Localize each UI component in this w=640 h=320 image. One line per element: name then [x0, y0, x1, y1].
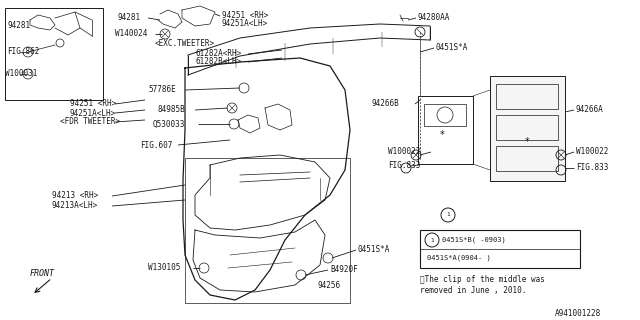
Text: 61282B<LH>: 61282B<LH> [196, 58, 243, 67]
Text: A941001228: A941001228 [555, 308, 601, 317]
Bar [490, 76, 565, 181]
Text: 94251A<LH>: 94251A<LH> [222, 20, 268, 28]
Text: 94213 <RH>: 94213 <RH> [52, 191, 99, 201]
Text: 94251 <RH>: 94251 <RH> [222, 12, 268, 20]
Bar [420, 230, 580, 268]
Text: 94281: 94281 [118, 13, 141, 22]
Text: 94281: 94281 [7, 21, 30, 30]
Text: 94266B: 94266B [372, 100, 400, 108]
Text: 94213A<LH>: 94213A<LH> [52, 202, 99, 211]
Text: Q530033: Q530033 [153, 119, 186, 129]
Text: 57786E: 57786E [148, 85, 176, 94]
Text: removed in June , 2010.: removed in June , 2010. [420, 286, 526, 295]
Text: FRONT: FRONT [29, 269, 54, 278]
Text: FIG.607: FIG.607 [140, 140, 172, 149]
Text: 94280AA: 94280AA [418, 13, 451, 22]
Bar [418, 96, 473, 164]
Text: FIG.833: FIG.833 [388, 161, 420, 170]
Text: 94256: 94256 [318, 281, 341, 290]
Text: <FDR TWEETER>: <FDR TWEETER> [60, 117, 120, 126]
Text: W140024: W140024 [115, 29, 147, 38]
Text: *: * [525, 137, 529, 147]
Text: 1: 1 [430, 237, 434, 243]
Bar [496, 115, 558, 140]
Text: 94251A<LH>: 94251A<LH> [70, 108, 116, 117]
Text: 0451S*A: 0451S*A [436, 44, 468, 52]
Text: 0451S*B( -0903): 0451S*B( -0903) [442, 237, 506, 243]
Text: 0451S*A(0904- ): 0451S*A(0904- ) [427, 255, 491, 261]
Bar [5, 8, 103, 100]
Text: B4920F: B4920F [330, 266, 358, 275]
Text: *: * [440, 130, 444, 140]
Text: 94266A: 94266A [576, 106, 604, 115]
Text: 1: 1 [446, 212, 450, 218]
Text: 61282A<RH>: 61282A<RH> [196, 50, 243, 59]
Text: ※The clip of the middle was: ※The clip of the middle was [420, 276, 545, 284]
Text: W100022: W100022 [388, 148, 420, 156]
Text: W100022: W100022 [576, 148, 609, 156]
Text: FIG.833: FIG.833 [576, 164, 609, 172]
Text: FIG.862: FIG.862 [7, 47, 40, 57]
Bar [185, 158, 350, 303]
Text: 0451S*A: 0451S*A [358, 245, 390, 254]
Text: W130105: W130105 [148, 263, 180, 273]
Text: <EXC.TWEETER>: <EXC.TWEETER> [155, 39, 215, 49]
Bar [496, 146, 558, 171]
Text: 84985B: 84985B [158, 106, 186, 115]
Text: W100031: W100031 [5, 69, 37, 78]
Bar [496, 84, 558, 109]
Text: 94251 <RH>: 94251 <RH> [70, 100, 116, 108]
Bar [424, 104, 466, 126]
